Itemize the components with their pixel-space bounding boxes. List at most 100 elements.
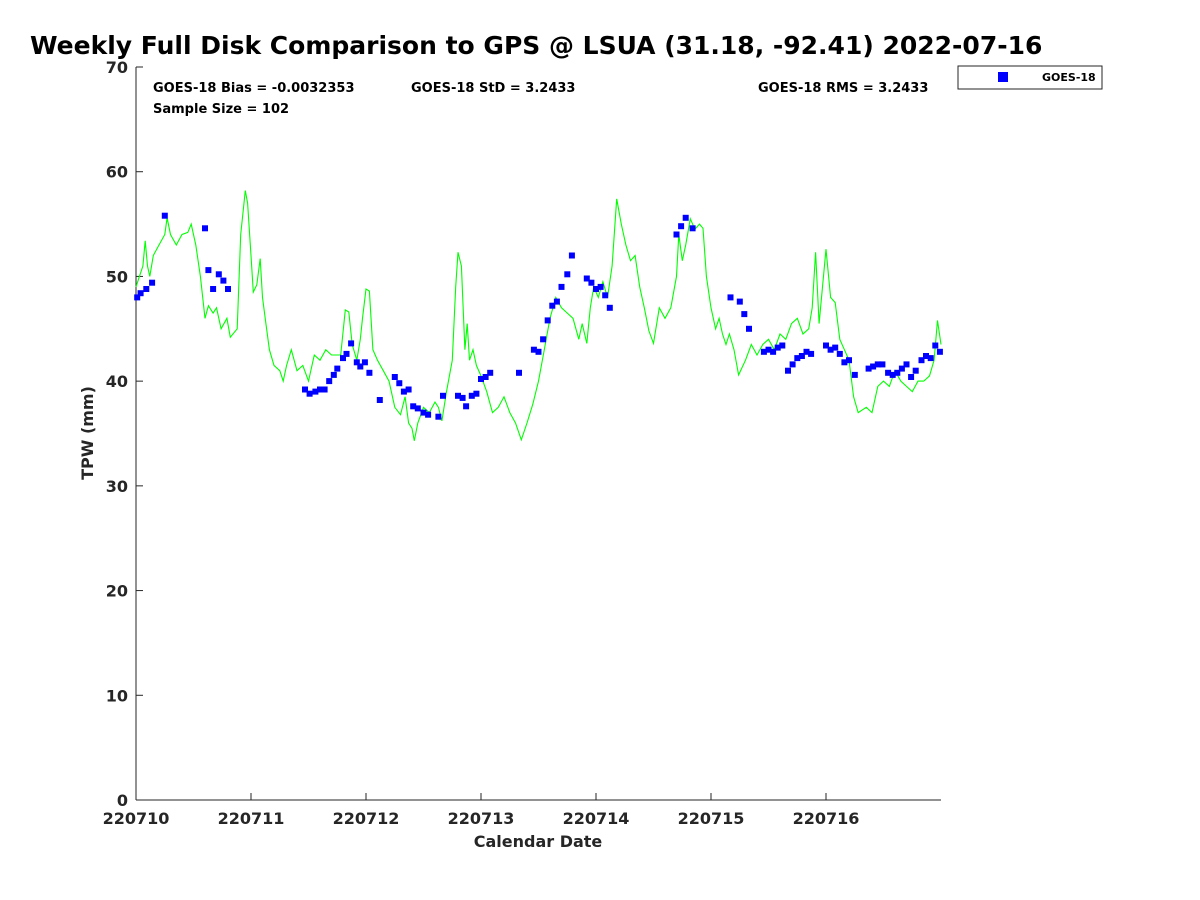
x-tick-label: 220716: [793, 809, 860, 828]
goes18-data-point: [846, 357, 852, 364]
legend-marker-goes18: [998, 72, 1008, 82]
x-tick-label: 220714: [563, 809, 630, 828]
goes18-data-point: [405, 386, 412, 393]
goes18-data-point: [535, 348, 542, 355]
goes18-data-point: [487, 369, 494, 376]
goes18-data-point: [894, 369, 901, 376]
goes18-data-point: [678, 223, 685, 230]
chart-title: Weekly Full Disk Comparison to GPS @ LSU…: [30, 31, 1042, 60]
goes18-data-point: [149, 279, 156, 286]
goes18-data-point: [593, 286, 599, 292]
y-tick-label: 30: [106, 477, 128, 496]
goes18-data-point: [463, 403, 470, 410]
goes18-data-point: [459, 394, 466, 401]
goes18-data-point: [568, 252, 575, 259]
goes18-data-point: [473, 390, 480, 397]
goes18-data-point: [746, 325, 752, 332]
x-axis-ticks: 220710 220711 220712 220713 220714 220715 2207…: [103, 793, 860, 828]
x-tick-label: 220713: [448, 809, 515, 828]
goes18-data-point: [774, 344, 781, 351]
goes18-data-point: [588, 279, 595, 286]
goes18-data-point: [468, 392, 475, 399]
goes18-data-point: [564, 271, 571, 278]
std-stat: GOES-18 StD = 3.2433: [411, 81, 575, 96]
goes18-data-point: [317, 386, 323, 393]
y-tick-label: 50: [106, 267, 128, 286]
goes18-data-point: [673, 231, 680, 238]
goes18-data-point: [923, 353, 929, 359]
goes18-data-point: [161, 212, 168, 219]
goes18-data-point: [682, 214, 689, 221]
goes18-data-point: [865, 365, 872, 372]
goes18-data-point: [927, 355, 934, 362]
goes18-data-point: [808, 350, 815, 357]
goes18-data-point: [530, 346, 537, 353]
y-tick-label: 60: [106, 163, 128, 182]
legend-label-goes18: GOES-18: [1042, 71, 1096, 84]
goes18-data-point: [803, 348, 810, 355]
goes18-data-point: [879, 361, 886, 368]
goes18-data-point: [210, 286, 217, 292]
y-tick-label: 20: [106, 582, 128, 601]
goes18-data-point: [321, 386, 328, 393]
goes18-data-point: [549, 302, 556, 309]
goes18-data-point: [366, 369, 373, 376]
goes18-data-point: [794, 355, 801, 362]
goes18-data-point: [361, 359, 368, 366]
y-tick-label: 0: [117, 791, 128, 810]
goes18-data-point: [885, 369, 892, 376]
legend-box: [957, 65, 1103, 90]
goes18-data-point: [306, 390, 313, 397]
goes18-data-point: [932, 342, 939, 349]
goes18-data-point: [391, 374, 398, 380]
goes18-data-point: [348, 340, 355, 347]
goes18-data-point: [540, 336, 547, 343]
goes18-data-point: [425, 411, 432, 418]
goes18-data-point: [903, 361, 910, 368]
y-tick-label: 40: [106, 372, 128, 391]
goes18-data-point: [482, 374, 489, 380]
goes18-data-point: [765, 346, 772, 353]
goes18-data-point: [435, 413, 442, 420]
goes18-data-point: [440, 392, 446, 399]
rms-stat: GOES-18 RMS = 3.2433: [758, 81, 928, 96]
goes18-data-point: [602, 292, 609, 299]
goes18-data-point: [410, 403, 417, 410]
y-tick-label: 10: [106, 686, 128, 705]
goes18-data-point: [340, 355, 346, 362]
goes18-data-point: [851, 371, 858, 378]
goes18-data-point: [225, 286, 231, 292]
goes18-data-point: [302, 386, 308, 393]
goes18-data-point: [544, 317, 551, 324]
goes18-data-point: [898, 365, 905, 372]
goes18-data-point: [841, 359, 848, 366]
sample-size-stat: Sample Size = 102: [153, 102, 289, 117]
goes18-data-point: [334, 365, 341, 372]
goes18-data-point: [908, 374, 915, 380]
goes18-data-point: [558, 283, 565, 290]
goes18-data-point: [396, 380, 403, 387]
x-tick-label: 220712: [333, 809, 400, 828]
goes18-data-point: [918, 357, 925, 364]
goes18-data-point: [770, 348, 777, 355]
gps-series-line: [135, 190, 942, 442]
goes18-data-point: [516, 369, 522, 376]
goes18-data-point: [785, 367, 791, 374]
goes18-data-point: [205, 267, 212, 274]
series-layer: [134, 190, 943, 442]
goes18-data-point: [215, 271, 222, 278]
goes18-data-point: [220, 277, 227, 284]
goes18-data-point: [789, 361, 796, 368]
goes18-data-point: [414, 405, 421, 412]
goes18-data-point: [478, 376, 484, 382]
goes18-data-point: [874, 361, 881, 368]
plot-area: [136, 67, 941, 800]
goes18-data-point: [689, 225, 696, 232]
goes18-data-point: [455, 392, 461, 399]
goes18-data-point: [870, 363, 877, 370]
goes18-data-point: [420, 409, 427, 416]
goes18-data-point: [583, 275, 590, 282]
y-axis-label: TPW (mm): [78, 386, 97, 480]
y-tick-label: 70: [106, 58, 128, 77]
